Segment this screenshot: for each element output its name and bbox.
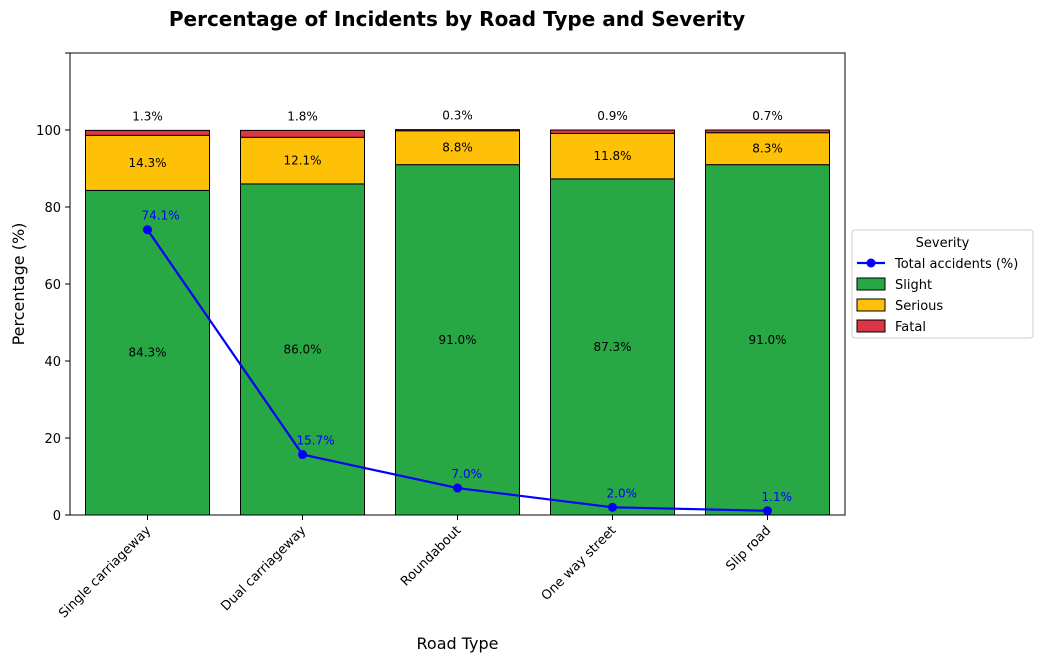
- x-tick-label: Roundabout: [398, 523, 464, 589]
- bar-slight: [85, 189, 210, 516]
- total-accidents-label: 74.1%: [142, 209, 180, 223]
- bar-label-fatal: 0.9%: [597, 109, 628, 123]
- bar-serious: [550, 132, 675, 180]
- legend-swatch-slight: [856, 277, 886, 291]
- legend-title: Severity: [916, 236, 970, 251]
- bar-serious: [395, 130, 520, 166]
- y-tick-label: 20: [44, 432, 61, 447]
- bar-label-serious: 8.3%: [752, 142, 783, 156]
- bar-label-serious: 11.8%: [593, 149, 631, 163]
- legend-entry-slight: Slight: [895, 278, 932, 293]
- legend-swatch-fatal: [856, 319, 886, 333]
- legend-swatch-serious: [856, 298, 886, 312]
- bar-label-fatal: 1.3%: [132, 109, 163, 123]
- bar-fatal: [240, 129, 365, 138]
- x-tick-label: Slip road: [723, 523, 774, 574]
- bar-slight: [550, 178, 675, 516]
- total-accidents-point: [608, 502, 617, 512]
- total-accidents-point: [298, 450, 307, 460]
- plot-area: 84.3% 14.3% 1.3% 86.0% 12.1% 1.8% 91.0% 8.8% 0.3…: [85, 109, 830, 516]
- x-tick-label: Dual carriageway: [218, 523, 309, 614]
- bar-label-fatal: 0.3%: [442, 109, 473, 123]
- chart-title: Percentage of Incidents by Road Type and…: [169, 7, 745, 31]
- bar-label-fatal: 1.8%: [287, 109, 318, 123]
- bar-fatal: [85, 129, 210, 136]
- y-tick-label: 40: [44, 355, 61, 370]
- bar-label-serious: 14.3%: [128, 156, 166, 170]
- total-accidents-label: 2.0%: [607, 486, 638, 500]
- bar-label-slight: 91.0%: [748, 333, 786, 347]
- bar-fatal: [705, 129, 830, 134]
- legend-entry-total-accidents: Total accidents (%): [894, 257, 1018, 272]
- total-accidents-label: 1.1%: [762, 490, 793, 504]
- bar-serious: [85, 134, 210, 191]
- bar-label-fatal: 0.7%: [752, 109, 783, 123]
- y-tick-label: 100: [36, 124, 61, 139]
- y-tick-label: 0: [53, 509, 61, 524]
- y-tick-label: 80: [44, 201, 61, 216]
- legend-line-marker: [866, 258, 876, 268]
- bar-label-slight: 87.3%: [593, 340, 631, 354]
- total-accidents-label: 15.7%: [297, 434, 335, 448]
- y-tick-label: 60: [44, 278, 61, 293]
- bar-slight: [395, 164, 520, 516]
- bar-label-serious: 8.8%: [442, 141, 473, 155]
- legend-entry-serious: Serious: [895, 299, 943, 314]
- x-axis-label: Road Type: [417, 634, 499, 653]
- bar-label-serious: 12.1%: [283, 154, 321, 168]
- total-accidents-point: [143, 225, 152, 235]
- bar-fatal: [395, 129, 520, 132]
- legend: Severity Total accidents (%) Slight Seriou…: [851, 229, 1034, 339]
- x-tick-label: One way street: [539, 523, 620, 604]
- bar-serious: [240, 136, 365, 185]
- total-accidents-label: 7.0%: [452, 467, 483, 481]
- bar-fatal: [550, 129, 675, 134]
- bar-label-slight: 86.0%: [283, 342, 321, 356]
- total-accidents-point: [453, 483, 462, 493]
- y-axis-label: Percentage (%): [9, 223, 28, 346]
- bar-label-slight: 84.3%: [128, 346, 166, 360]
- x-tick-label: Single carriageway: [56, 523, 154, 621]
- total-accidents-point: [763, 506, 772, 516]
- bar-serious: [705, 132, 830, 166]
- legend-entry-fatal: Fatal: [895, 320, 926, 335]
- legend-box: [851, 229, 1034, 339]
- bar-label-slight: 91.0%: [438, 333, 476, 347]
